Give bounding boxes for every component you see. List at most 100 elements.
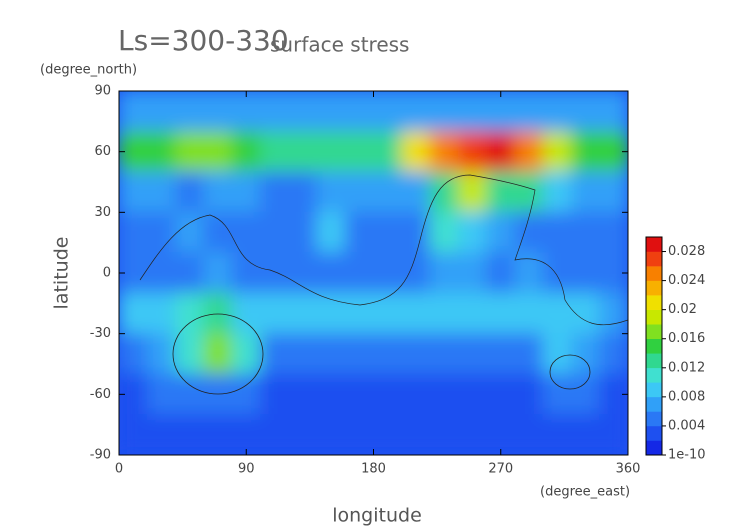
cell [344,292,374,335]
cell [457,292,488,335]
cell [570,171,601,213]
cell [175,373,205,416]
cell [203,171,233,213]
cell [316,333,346,375]
cell [429,211,459,254]
cell [231,171,261,213]
cell [259,333,290,375]
cell [203,333,233,375]
cell [344,130,374,173]
x-unit: (degree_east) [540,485,630,500]
cell [542,292,572,335]
cell [486,414,516,455]
cell [316,171,346,213]
cell [570,333,601,375]
cell [344,414,374,455]
cell [486,292,516,335]
y-tick-label: -30 [90,326,111,341]
cell [288,373,318,416]
cell [599,171,628,213]
cell [344,373,374,416]
cell [288,130,318,173]
cell [344,91,374,132]
cell [542,414,572,455]
cell [401,414,431,455]
coastline [549,354,591,390]
cell [401,292,431,335]
cell [429,414,459,455]
colorbar-band [646,280,662,296]
cell [429,333,459,375]
cell [259,130,290,173]
cell [486,91,516,132]
cell [231,130,261,173]
cell [542,373,572,416]
x-tick-label: 360 [616,462,641,477]
cell [119,414,148,455]
colorbar-band [646,338,662,354]
cell [344,252,374,294]
x-tick-label: 90 [238,462,255,477]
cell [288,211,318,254]
cell [175,252,205,294]
colorbar-band [646,353,662,369]
cell [175,333,205,375]
cell [119,333,148,375]
cell [344,333,374,375]
colorbar-tick-label: 0.028 [668,244,705,259]
colorbar-tick-label: 0.012 [668,360,705,375]
cell [542,252,572,294]
cell [175,171,205,213]
y-tick-label: 90 [94,84,111,99]
cell [457,414,488,455]
colorbar-band [646,251,662,267]
colorbar-band [646,411,662,427]
cell [231,373,261,416]
cell [570,130,601,173]
cell [514,130,544,173]
cell [316,252,346,294]
cell [175,91,205,132]
cell [457,171,488,213]
cell [373,252,403,294]
cell [175,211,205,254]
colorbar-tick-label: 0.016 [668,331,705,346]
colorbar-band [646,324,662,340]
cell [570,373,601,416]
cell [429,130,459,173]
cell [486,130,516,173]
cell [288,292,318,335]
y-tick-label: 30 [94,205,111,220]
cell [486,373,516,416]
y-tick-label: -60 [90,387,111,402]
coastline [172,313,264,395]
y-tick-label: 60 [94,144,111,159]
cell [146,171,177,213]
cell [146,414,177,455]
cell [373,414,403,455]
colorbar-tick-label: 0.004 [668,418,705,433]
cell [401,373,431,416]
cell [570,91,601,132]
y-tick-label: 0 [103,266,111,281]
y-axis-label: latitude [51,237,73,310]
x-axis-label: longitude [332,505,422,527]
cell [231,292,261,335]
cell [486,333,516,375]
cell [542,211,572,254]
cell [231,414,261,455]
cell [599,414,628,455]
colorbar-band [646,382,662,398]
colorbar-tick-label: 0.008 [668,389,705,404]
cell [316,414,346,455]
cell [599,91,628,132]
cell [288,414,318,455]
cell [259,292,290,335]
x-tick-label: 180 [361,462,386,477]
cell [514,414,544,455]
cell [231,252,261,294]
x-tick-label: 0 [115,462,123,477]
cell [373,292,403,335]
cell [146,211,177,254]
cell [514,211,544,254]
